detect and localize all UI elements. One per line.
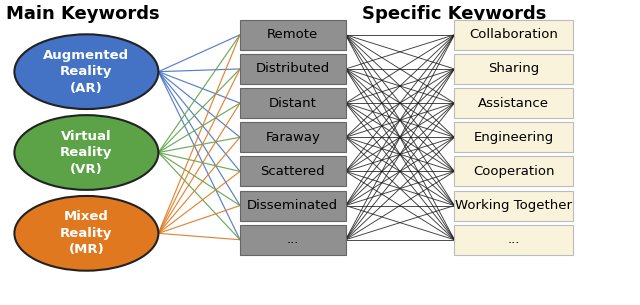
FancyBboxPatch shape: [454, 20, 573, 50]
Text: Engineering: Engineering: [474, 131, 554, 144]
FancyBboxPatch shape: [454, 225, 573, 255]
Ellipse shape: [15, 196, 159, 271]
Text: Disseminated: Disseminated: [247, 199, 339, 212]
FancyBboxPatch shape: [454, 54, 573, 84]
FancyBboxPatch shape: [454, 156, 573, 186]
Text: ...: ...: [287, 233, 299, 246]
Text: Collaboration: Collaboration: [469, 28, 558, 41]
Text: Specific Keywords: Specific Keywords: [362, 5, 546, 23]
FancyBboxPatch shape: [454, 122, 573, 152]
FancyBboxPatch shape: [240, 156, 346, 186]
Text: Main Keywords: Main Keywords: [6, 5, 160, 23]
FancyBboxPatch shape: [240, 88, 346, 118]
Text: ...: ...: [508, 233, 520, 246]
Text: Virtual
Reality
(VR): Virtual Reality (VR): [60, 130, 113, 175]
Text: Cooperation: Cooperation: [473, 165, 554, 178]
Text: Remote: Remote: [267, 28, 319, 41]
Text: Augmented
Reality
(AR): Augmented Reality (AR): [44, 49, 129, 95]
FancyBboxPatch shape: [240, 122, 346, 152]
Ellipse shape: [15, 115, 159, 190]
FancyBboxPatch shape: [240, 54, 346, 84]
Text: Distributed: Distributed: [255, 63, 330, 75]
FancyBboxPatch shape: [240, 225, 346, 255]
Text: Mixed
Reality
(MR): Mixed Reality (MR): [60, 210, 113, 256]
Text: Faraway: Faraway: [266, 131, 320, 144]
Text: Scattered: Scattered: [260, 165, 325, 178]
Text: Sharing: Sharing: [488, 63, 540, 75]
Text: Working Together: Working Together: [455, 199, 572, 212]
Text: Assistance: Assistance: [478, 97, 549, 109]
FancyBboxPatch shape: [454, 191, 573, 221]
Ellipse shape: [15, 34, 159, 109]
FancyBboxPatch shape: [240, 191, 346, 221]
Text: Distant: Distant: [269, 97, 317, 109]
FancyBboxPatch shape: [240, 20, 346, 50]
FancyBboxPatch shape: [454, 88, 573, 118]
